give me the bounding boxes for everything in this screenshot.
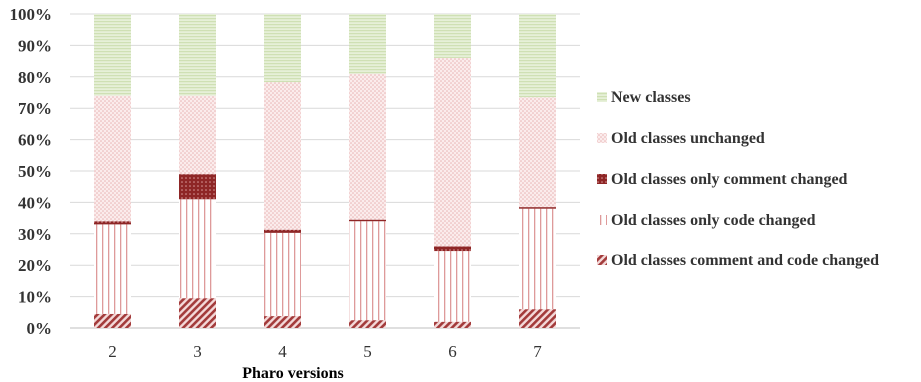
- legend-swatch: [597, 255, 607, 265]
- bar-segment: [349, 219, 386, 222]
- bar-segment: [264, 82, 301, 230]
- x-axis-title: Pharo versions: [242, 365, 343, 382]
- legend-label: Old classes only code changed: [611, 212, 816, 229]
- bar-segment: [519, 208, 556, 310]
- bar-segment: [264, 14, 301, 83]
- x-tick-label: 4: [278, 342, 287, 361]
- bar-segment: [519, 207, 556, 209]
- x-tick-label: 5: [363, 342, 372, 361]
- bar-segment: [179, 95, 216, 175]
- y-tick-label: 30%: [18, 225, 52, 244]
- x-tick-label: 6: [448, 342, 457, 361]
- legend: New classes Old classes unchanged Old clas…: [597, 89, 879, 269]
- legend-label: Old classes only comment changed: [611, 171, 848, 188]
- y-tick-label: 60%: [18, 131, 52, 150]
- bar-segment: [349, 320, 386, 328]
- x-tick-label: 2: [108, 342, 117, 361]
- y-tick-label: 90%: [18, 36, 52, 55]
- bar-segment: [179, 174, 216, 200]
- y-tick-label: 10%: [18, 288, 52, 307]
- bar-segment: [349, 221, 386, 321]
- x-axis: 2 3 4 5 6 7: [108, 342, 542, 361]
- legend-label: Old classes unchanged: [611, 130, 765, 147]
- bar-segment: [94, 221, 131, 225]
- bar-segment: [94, 224, 131, 314]
- bar-segment: [519, 97, 556, 208]
- bar-segment: [349, 73, 386, 220]
- bar-segment: [264, 229, 301, 233]
- legend-swatch: [597, 133, 607, 143]
- legend-swatch: [597, 92, 607, 102]
- legend-swatch: [597, 174, 607, 184]
- bar-segment: [179, 298, 216, 328]
- y-tick-label: 100%: [10, 5, 53, 24]
- legend-label: New classes: [611, 89, 691, 106]
- x-tick-label: 3: [193, 342, 202, 361]
- bars: [94, 14, 556, 328]
- y-tick-label: 40%: [18, 193, 52, 212]
- bar-segment: [434, 57, 471, 247]
- y-tick-label: 80%: [18, 68, 52, 87]
- bar-segment: [434, 251, 471, 322]
- bar-segment: [519, 309, 556, 328]
- bar-segment: [179, 14, 216, 96]
- bar-segment: [94, 95, 131, 222]
- y-tick-label: 0%: [27, 319, 53, 338]
- gridlines: [70, 13, 580, 329]
- bar-segment: [519, 14, 556, 98]
- legend-label: Old classes comment and code changed: [611, 252, 879, 269]
- bar-segment: [94, 313, 131, 328]
- bar-segment: [264, 316, 301, 328]
- bar-segment: [264, 232, 301, 317]
- bar-segment: [434, 14, 471, 58]
- y-tick-label: 20%: [18, 256, 52, 275]
- bar-segment: [94, 14, 131, 96]
- y-axis: 0% 10% 20% 30% 40% 50% 60% 70% 80% 90% 100%: [10, 5, 53, 338]
- bar-segment: [434, 321, 471, 328]
- bar-segment: [179, 199, 216, 299]
- bar-segment: [434, 246, 471, 252]
- y-tick-label: 50%: [18, 162, 52, 181]
- x-tick-label: 7: [533, 342, 542, 361]
- bar-segment: [349, 14, 386, 74]
- legend-swatch: [597, 215, 607, 225]
- y-tick-label: 70%: [18, 99, 52, 118]
